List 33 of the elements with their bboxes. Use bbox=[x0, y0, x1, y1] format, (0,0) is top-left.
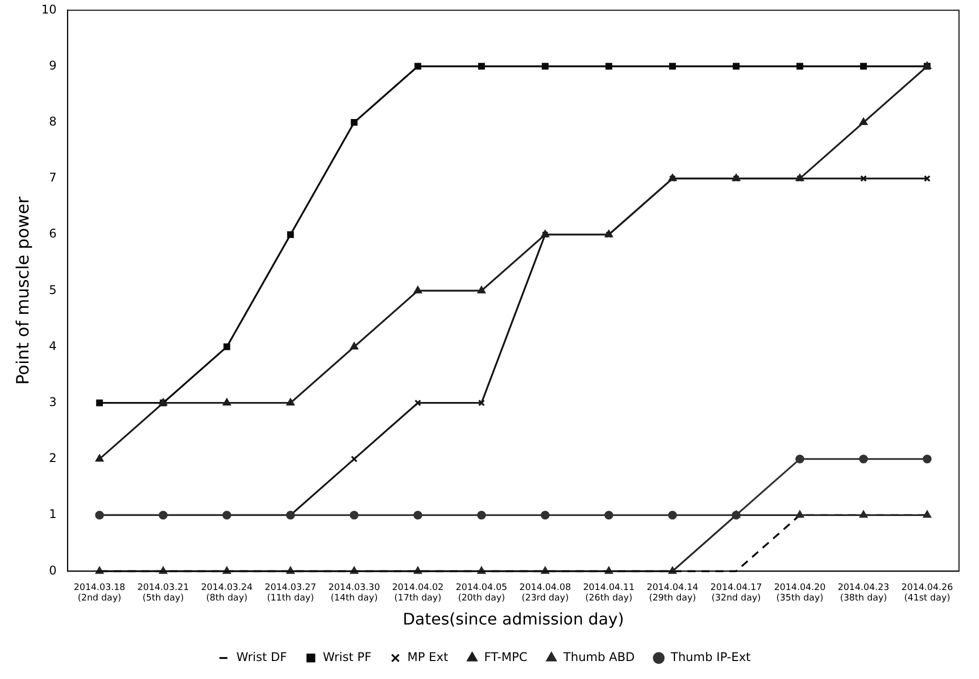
x-tick-label: 2014.03.27 (11th day) bbox=[264, 582, 316, 604]
legend-label: Thumb ABD bbox=[562, 650, 635, 664]
x-tick-label: 2014.04.05 (20th day) bbox=[456, 582, 508, 604]
y-tick-label: 6 bbox=[49, 226, 57, 241]
legend-label: MP Ext bbox=[407, 650, 448, 664]
x-tick-label: 2014.04.14 (29th day) bbox=[646, 582, 699, 604]
y-tick-label: 10 bbox=[41, 2, 57, 16]
y-tick-label: 8 bbox=[49, 114, 57, 129]
legend-label: Thumb IP-Ext bbox=[670, 650, 751, 664]
x-tick-label: 2014.03.21 (5th day) bbox=[137, 582, 189, 604]
y-tick-label: 4 bbox=[49, 338, 57, 353]
x-tick-label: 2014.04.08 (23rd day) bbox=[519, 582, 572, 604]
x-axis-title: Dates(since admission day) bbox=[402, 610, 624, 629]
y-tick-label: 3 bbox=[49, 395, 57, 410]
y-tick-label: 2 bbox=[49, 451, 57, 466]
x-tick-label: 2014.04.17 (32nd day) bbox=[710, 582, 762, 604]
x-tick-label: 2014.04.20 (35th day) bbox=[774, 582, 826, 604]
y-tick-label: 9 bbox=[49, 58, 57, 72]
y-tick-label: 5 bbox=[49, 282, 57, 297]
legend-label: Wrist PF bbox=[322, 650, 372, 664]
x-tick-label: 2014.04.26 (41st day) bbox=[901, 582, 954, 604]
x-tick-label: 2014.03.24 (8th day) bbox=[201, 582, 253, 604]
x-tick-label: 2014.04.23 (38th day) bbox=[838, 582, 890, 604]
y-tick-label: 0 bbox=[49, 563, 57, 578]
x-tick-label: 2014.04.11 (26th day) bbox=[583, 582, 635, 604]
y-axis-title: Point of muscle power bbox=[14, 196, 34, 385]
legend-label: Wrist DF bbox=[236, 650, 287, 664]
y-tick-label: 1 bbox=[49, 507, 57, 522]
x-tick-label: 2014.03.18 (2nd day) bbox=[74, 582, 126, 604]
x-tick-label: 2014.03.30 (14th day) bbox=[328, 582, 380, 604]
y-tick-label: 7 bbox=[49, 170, 57, 185]
legend-label: FT-MPC bbox=[484, 650, 528, 664]
x-tick-label: 2014.04.02 (17th day) bbox=[392, 582, 444, 604]
